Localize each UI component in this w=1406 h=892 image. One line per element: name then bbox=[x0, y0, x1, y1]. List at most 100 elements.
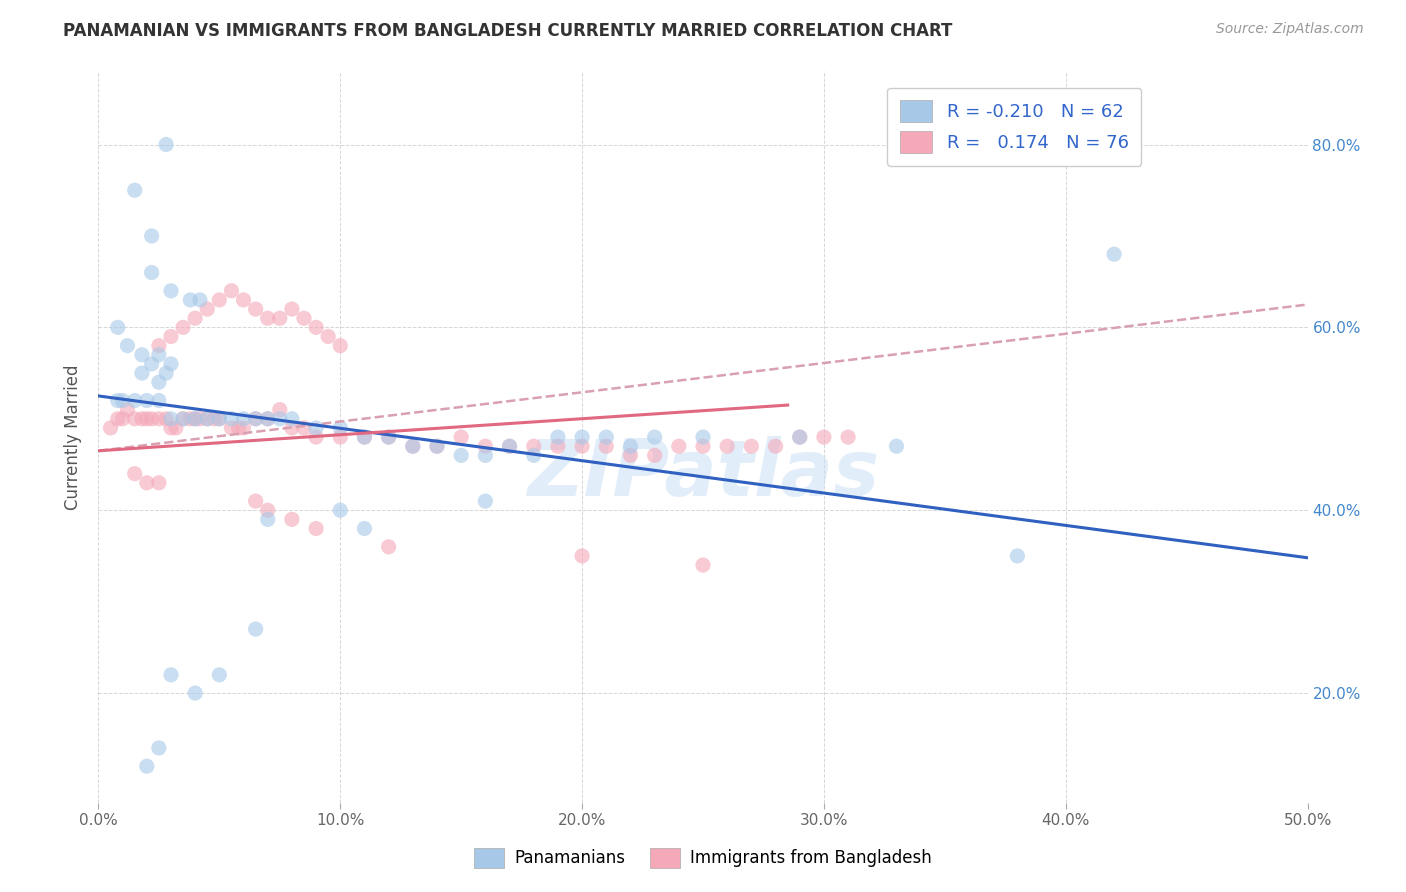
Legend: Panamanians, Immigrants from Bangladesh: Panamanians, Immigrants from Bangladesh bbox=[467, 841, 939, 875]
Point bbox=[135, 475, 157, 490]
Point bbox=[245, 412, 267, 426]
Point bbox=[498, 439, 520, 453]
Point bbox=[269, 412, 291, 426]
Point bbox=[547, 439, 569, 453]
Point bbox=[886, 439, 908, 453]
Point bbox=[184, 686, 207, 700]
Point bbox=[595, 430, 617, 444]
Point bbox=[141, 357, 163, 371]
Point bbox=[165, 421, 187, 435]
Point bbox=[256, 311, 278, 326]
Point bbox=[245, 494, 267, 508]
Point bbox=[131, 412, 153, 426]
Point bbox=[195, 412, 218, 426]
Point bbox=[124, 412, 146, 426]
Point bbox=[256, 412, 278, 426]
Point bbox=[619, 439, 641, 453]
Point bbox=[232, 412, 254, 426]
Text: Source: ZipAtlas.com: Source: ZipAtlas.com bbox=[1216, 22, 1364, 37]
Point bbox=[100, 421, 122, 435]
Point bbox=[571, 549, 593, 563]
Point bbox=[377, 540, 399, 554]
Point bbox=[740, 439, 762, 453]
Point bbox=[595, 439, 617, 453]
Y-axis label: Currently Married: Currently Married bbox=[65, 364, 83, 510]
Point bbox=[141, 229, 163, 244]
Point bbox=[148, 375, 170, 389]
Point bbox=[172, 320, 194, 334]
Point bbox=[305, 421, 328, 435]
Point bbox=[571, 430, 593, 444]
Point bbox=[245, 302, 267, 317]
Point bbox=[160, 421, 183, 435]
Point bbox=[789, 430, 811, 444]
Text: PANAMANIAN VS IMMIGRANTS FROM BANGLADESH CURRENTLY MARRIED CORRELATION CHART: PANAMANIAN VS IMMIGRANTS FROM BANGLADESH… bbox=[63, 22, 953, 40]
Point bbox=[292, 421, 315, 435]
Point bbox=[316, 329, 339, 343]
Point bbox=[269, 311, 291, 326]
Point bbox=[450, 430, 472, 444]
Point bbox=[160, 329, 183, 343]
Point bbox=[221, 421, 243, 435]
Point bbox=[131, 348, 153, 362]
Point bbox=[619, 448, 641, 462]
Point bbox=[789, 430, 811, 444]
Point bbox=[208, 667, 231, 681]
Point bbox=[377, 430, 399, 444]
Point bbox=[124, 467, 146, 481]
Point bbox=[124, 393, 146, 408]
Point bbox=[107, 393, 129, 408]
Point bbox=[184, 412, 207, 426]
Point bbox=[188, 412, 211, 426]
Point bbox=[221, 412, 243, 426]
Point bbox=[117, 402, 139, 417]
Point bbox=[160, 412, 183, 426]
Point bbox=[172, 412, 194, 426]
Point bbox=[837, 430, 859, 444]
Point bbox=[160, 357, 183, 371]
Point bbox=[141, 266, 163, 280]
Point bbox=[1102, 247, 1125, 261]
Point bbox=[184, 412, 207, 426]
Point bbox=[547, 430, 569, 444]
Point bbox=[644, 448, 666, 462]
Point bbox=[148, 393, 170, 408]
Point bbox=[281, 421, 304, 435]
Point bbox=[228, 421, 250, 435]
Point bbox=[107, 412, 129, 426]
Point bbox=[208, 412, 231, 426]
Point bbox=[117, 339, 139, 353]
Point bbox=[208, 412, 231, 426]
Point bbox=[188, 293, 211, 307]
Point bbox=[155, 366, 177, 380]
Point bbox=[329, 503, 352, 517]
Point bbox=[377, 430, 399, 444]
Point bbox=[179, 293, 201, 307]
Point bbox=[208, 293, 231, 307]
Point bbox=[135, 393, 157, 408]
Point bbox=[765, 439, 787, 453]
Point bbox=[474, 494, 496, 508]
Point bbox=[305, 430, 328, 444]
Point bbox=[523, 439, 546, 453]
Point bbox=[232, 293, 254, 307]
Point bbox=[148, 412, 170, 426]
Point bbox=[184, 311, 207, 326]
Point bbox=[353, 430, 375, 444]
Point bbox=[474, 439, 496, 453]
Point bbox=[135, 759, 157, 773]
Point bbox=[692, 430, 714, 444]
Point bbox=[1007, 549, 1029, 563]
Point bbox=[107, 320, 129, 334]
Point bbox=[353, 521, 375, 535]
Point bbox=[204, 412, 226, 426]
Point bbox=[813, 430, 835, 444]
Point bbox=[269, 402, 291, 417]
Point bbox=[402, 439, 425, 453]
Point bbox=[353, 430, 375, 444]
Point bbox=[692, 439, 714, 453]
Point bbox=[148, 740, 170, 755]
Point bbox=[155, 412, 177, 426]
Point bbox=[131, 366, 153, 380]
Point bbox=[523, 448, 546, 462]
